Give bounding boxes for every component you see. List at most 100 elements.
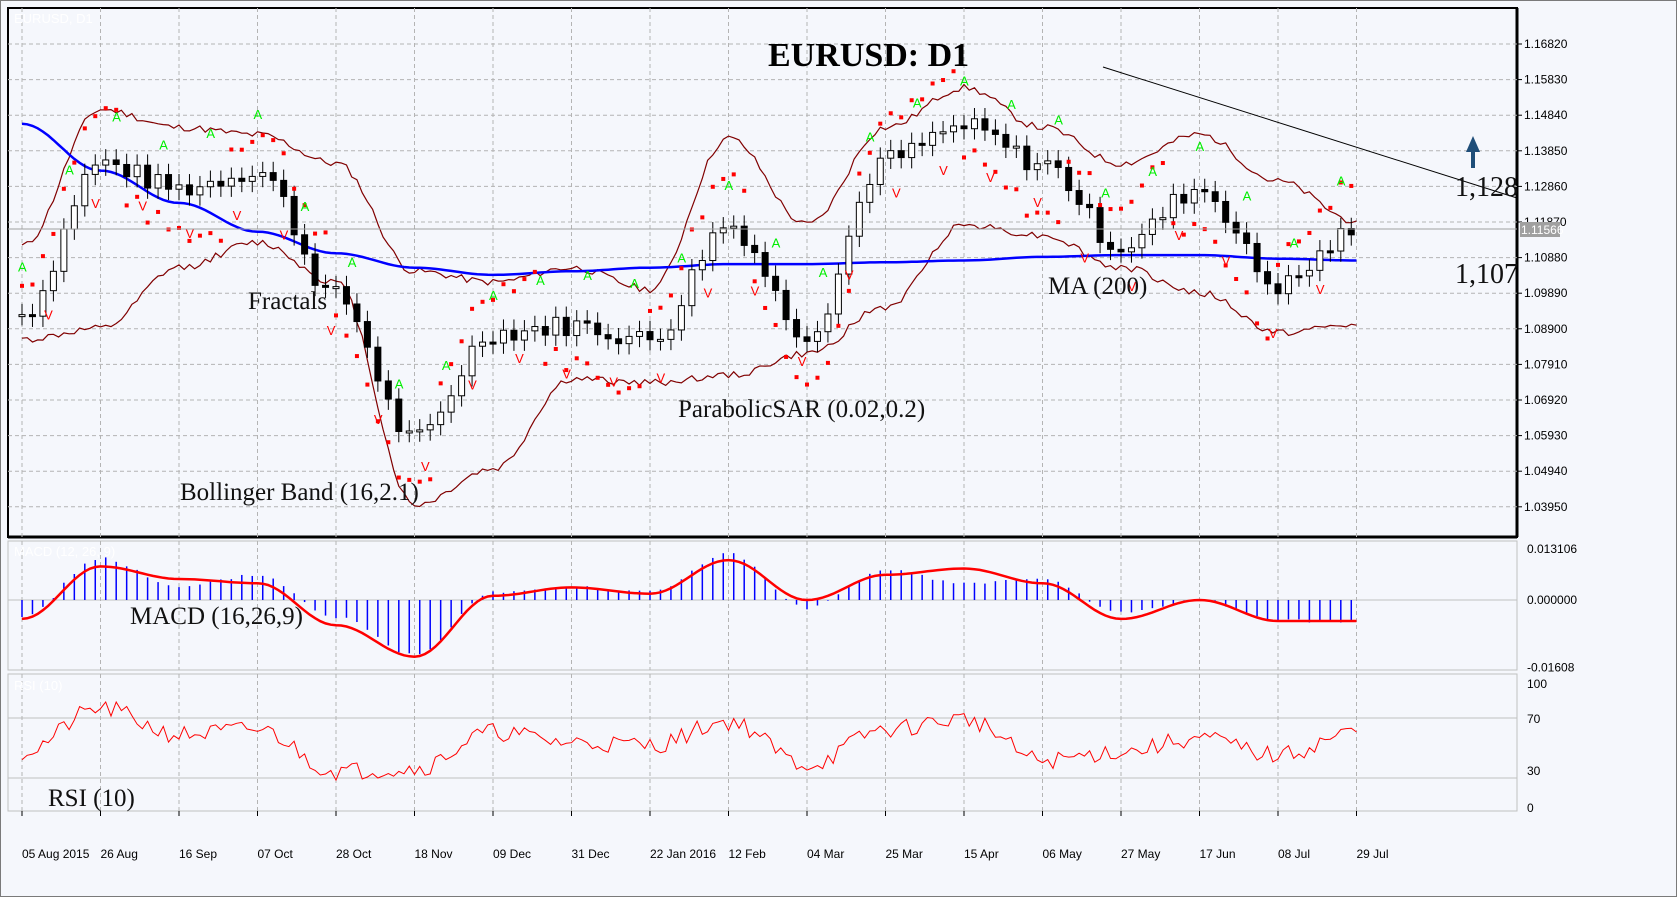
- svg-text:07 Oct: 07 Oct: [258, 847, 294, 861]
- price-panel[interactable]: A V A V A V A V A V A V A V A V A V A V A V A V A V A V A V A V A V A V A V A V…: [7, 7, 1519, 539]
- svg-text:A: A: [1007, 97, 1016, 112]
- ma-label: MA (200): [1048, 273, 1147, 300]
- svg-text:A: A: [725, 178, 734, 193]
- svg-text:V: V: [704, 285, 713, 300]
- svg-text:1.09890: 1.09890: [1524, 286, 1568, 300]
- svg-text:0.000000: 0.000000: [1527, 593, 1577, 607]
- svg-text:V: V: [798, 354, 807, 369]
- svg-text:15 Apr: 15 Apr: [964, 847, 999, 861]
- rsi-label: RSI (10): [48, 785, 135, 812]
- macd-panel-label: MACD (12, 26, 9): [14, 544, 115, 559]
- moving-average-line: [21, 122, 1357, 277]
- svg-text:1.08900: 1.08900: [1524, 322, 1568, 336]
- svg-text:A: A: [819, 265, 828, 280]
- svg-text:V: V: [327, 323, 336, 338]
- svg-text:V: V: [1269, 326, 1278, 341]
- chart-title: EURUSD: D1: [768, 37, 969, 74]
- svg-text:A: A: [348, 255, 357, 270]
- svg-text:05 Aug 2015: 05 Aug 2015: [22, 847, 90, 861]
- svg-text:1.15830: 1.15830: [1524, 73, 1568, 87]
- svg-text:16 Sep: 16 Sep: [179, 847, 217, 861]
- svg-text:1.12860: 1.12860: [1524, 179, 1568, 193]
- svg-text:A: A: [301, 199, 310, 214]
- svg-text:V: V: [1316, 282, 1325, 297]
- svg-text:A: A: [960, 74, 969, 89]
- svg-text:-0.01608: -0.01608: [1527, 660, 1575, 674]
- svg-text:A: A: [1054, 112, 1063, 127]
- svg-text:V: V: [374, 412, 383, 427]
- svg-text:V: V: [1033, 195, 1042, 210]
- svg-text:1.13850: 1.13850: [1524, 144, 1568, 158]
- parabolic-sar-label: ParabolicSAR (0.02,0.2): [678, 396, 925, 423]
- up-arrow-icon: [1466, 136, 1480, 168]
- svg-text:A: A: [913, 95, 922, 110]
- macd-panel[interactable]: MACD (12, 26, 9): [7, 540, 1518, 671]
- svg-text:V: V: [656, 371, 665, 386]
- svg-text:A: A: [1243, 188, 1252, 203]
- svg-text:1.16820: 1.16820: [1524, 37, 1568, 51]
- svg-text:A: A: [112, 109, 121, 124]
- svg-text:V: V: [562, 367, 571, 382]
- svg-text:A: A: [489, 288, 498, 303]
- price-axis: 1.168201.158301.148401.138501.128601.118…: [1517, 37, 1568, 514]
- svg-text:06 May: 06 May: [1043, 847, 1082, 861]
- svg-text:A: A: [630, 276, 639, 291]
- svg-text:29 Jul: 29 Jul: [1357, 847, 1389, 861]
- svg-text:1.07910: 1.07910: [1524, 357, 1568, 371]
- svg-text:V: V: [751, 284, 760, 299]
- macd-label: MACD (16,26,9): [130, 603, 303, 630]
- parabolic-sar-dots: [20, 69, 1354, 484]
- svg-text:A: A: [206, 126, 215, 141]
- svg-text:08 Jul: 08 Jul: [1278, 847, 1310, 861]
- svg-text:A: A: [1196, 139, 1205, 154]
- svg-text:17 Jun: 17 Jun: [1200, 847, 1236, 861]
- svg-text:V: V: [515, 351, 524, 366]
- svg-text:A: A: [866, 129, 875, 144]
- svg-text:1.05930: 1.05930: [1524, 429, 1568, 443]
- svg-text:1.10880: 1.10880: [1524, 251, 1568, 265]
- svg-text:18 Nov: 18 Nov: [415, 847, 453, 861]
- svg-text:09 Dec: 09 Dec: [493, 847, 531, 861]
- svg-text:V: V: [892, 186, 901, 201]
- svg-text:V: V: [1080, 251, 1089, 266]
- svg-text:27 May: 27 May: [1121, 847, 1160, 861]
- rsi-vertical-grid: [21, 674, 1357, 811]
- svg-text:A: A: [536, 273, 545, 288]
- svg-text:1.06920: 1.06920: [1524, 393, 1568, 407]
- candlesticks: [18, 107, 1355, 443]
- svg-text:V: V: [986, 170, 995, 185]
- svg-text:A: A: [1337, 173, 1346, 188]
- bollinger-bands: [21, 83, 1357, 508]
- svg-text:A: A: [1101, 185, 1110, 200]
- svg-text:V: V: [1222, 253, 1231, 268]
- svg-text:25 Mar: 25 Mar: [886, 847, 923, 861]
- svg-text:A: A: [159, 138, 168, 153]
- svg-text:A: A: [772, 235, 781, 250]
- resistance-trendline: [1102, 66, 1518, 199]
- svg-text:V: V: [233, 208, 242, 223]
- macd-axis: 0.013106 0.000000 -0.01608: [1527, 542, 1577, 674]
- svg-text:1.11566: 1.11566: [1521, 223, 1564, 237]
- svg-text:V: V: [939, 163, 948, 178]
- resistance-level-label: 1,128: [1455, 172, 1518, 203]
- svg-text:31 Dec: 31 Dec: [572, 847, 610, 861]
- svg-text:70: 70: [1527, 712, 1541, 726]
- svg-text:26 Aug: 26 Aug: [101, 847, 138, 861]
- svg-text:V: V: [1175, 228, 1184, 243]
- svg-text:04 Mar: 04 Mar: [807, 847, 844, 861]
- svg-text:V: V: [421, 459, 430, 474]
- svg-text:12 Feb: 12 Feb: [729, 847, 767, 861]
- date-axis: 05 Aug 2015 26 Aug 16 Sep 07 Oct 28 Oct 18 No…: [21, 811, 1389, 861]
- support-level-label: 1,107: [1455, 259, 1518, 290]
- symbol-label: EURUSD, D1: [14, 11, 93, 26]
- bollinger-label: Bollinger Band (16,2.1): [180, 479, 419, 506]
- svg-text:A: A: [583, 268, 592, 283]
- rsi-panel[interactable]: RSI (10): [7, 673, 1518, 812]
- svg-text:1.04940: 1.04940: [1524, 464, 1568, 478]
- svg-text:V: V: [280, 228, 289, 243]
- svg-text:A: A: [65, 162, 74, 177]
- svg-text:V: V: [845, 267, 854, 282]
- svg-text:1.03950: 1.03950: [1524, 500, 1568, 514]
- svg-text:0: 0: [1527, 801, 1534, 815]
